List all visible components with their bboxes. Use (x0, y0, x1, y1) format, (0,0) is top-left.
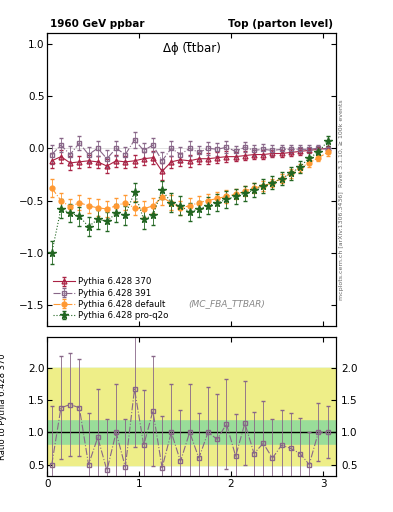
Text: Rivet 3.1.10, ≥ 100k events: Rivet 3.1.10, ≥ 100k events (339, 99, 344, 187)
Text: (MC_FBA_TTBAR): (MC_FBA_TTBAR) (188, 300, 265, 308)
Y-axis label: Ratio to Pythia 6.428 370: Ratio to Pythia 6.428 370 (0, 353, 7, 460)
Text: Δϕ (t̅tbar): Δϕ (t̅tbar) (163, 42, 220, 55)
Text: Top (parton level): Top (parton level) (228, 19, 333, 29)
Text: 1960 GeV ppbar: 1960 GeV ppbar (50, 19, 145, 29)
Text: mcplots.cern.ch [arXiv:1306.3436]: mcplots.cern.ch [arXiv:1306.3436] (339, 191, 344, 300)
Legend: Pythia 6.428 370, Pythia 6.428 391, Pythia 6.428 default, Pythia 6.428 pro-q2o: Pythia 6.428 370, Pythia 6.428 391, Pyth… (51, 276, 170, 322)
